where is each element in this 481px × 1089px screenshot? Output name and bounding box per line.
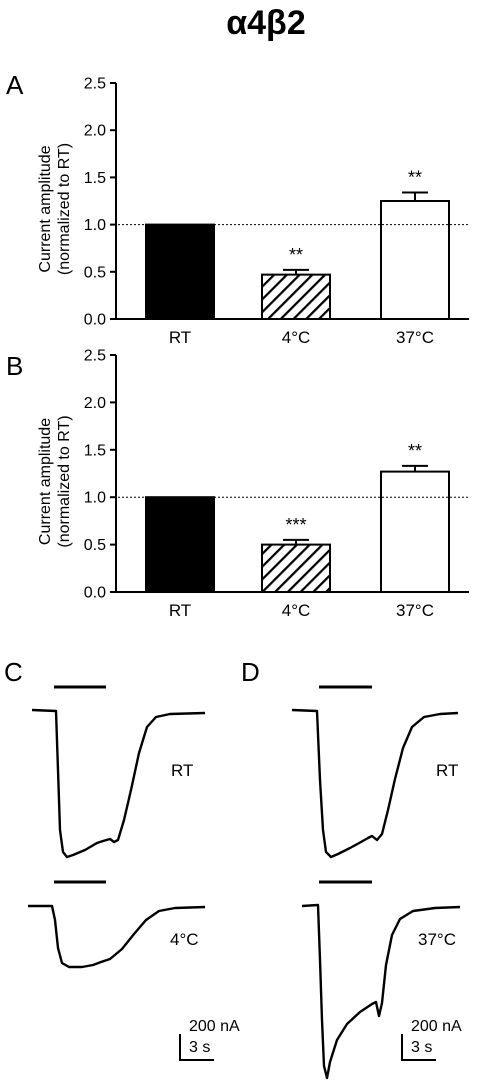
bar-b-3 xyxy=(380,470,450,594)
y-axis-label-line1-b: Current amplitude xyxy=(37,418,54,545)
y-axis-label-a: Current amplitude (normalized to RT) xyxy=(37,143,73,275)
y-tick-label-b: 2.5 xyxy=(84,348,106,365)
current-trace-d-warm xyxy=(301,903,461,1080)
y-tick-label-b: 1.5 xyxy=(84,442,106,459)
scale-label-current-c: 200 nA xyxy=(189,1018,240,1035)
y-tick-label-b: 2.0 xyxy=(84,395,106,412)
scale-label-current-d: 200 nA xyxy=(411,1018,462,1035)
category-label-b-1: RT xyxy=(169,601,191,620)
trace-label-c-rt: RT xyxy=(171,761,193,780)
y-tick-label-b: 0.5 xyxy=(84,537,106,554)
panel-letter-b: B xyxy=(6,351,23,381)
scale-bar-d xyxy=(401,1034,436,1061)
panel-letter-c: C xyxy=(4,657,23,687)
y-axis-label-line2-a: (normalized to RT) xyxy=(56,143,73,275)
y-tick-label-a: 0.5 xyxy=(84,264,106,281)
y-tick-label-a: 2.0 xyxy=(84,123,106,140)
scale-label-time-d: 3 s xyxy=(411,1039,432,1056)
bar-b-2 xyxy=(261,543,331,593)
current-trace-c-rt xyxy=(31,708,206,859)
current-trace-c-cold xyxy=(28,904,206,969)
bar-a-1 xyxy=(145,223,215,321)
y-tick-label-b: 1.0 xyxy=(84,490,106,507)
bar-a-2 xyxy=(261,273,331,320)
trace-label-d-warm: 37°C xyxy=(418,930,456,949)
scale-label-time-c: 3 s xyxy=(189,1039,210,1056)
category-label-a-3: 37°C xyxy=(396,328,434,347)
y-tick-label-a: 2.5 xyxy=(84,76,106,93)
current-trace-d-rt xyxy=(291,708,459,859)
bar-chart-a: 0.0 0.5 1.0 1.5 2.0 2.5 Current amplitude (norm… xyxy=(37,76,469,347)
panel-letter-a: A xyxy=(6,70,24,100)
panel-letter-d: D xyxy=(241,657,260,687)
y-tick-label-a: 1.5 xyxy=(84,170,106,187)
significance-a-3: ** xyxy=(408,168,422,188)
category-label-a-2: 4°C xyxy=(282,328,311,347)
category-label-a-1: RT xyxy=(169,328,191,347)
trace-label-d-rt: RT xyxy=(436,761,458,780)
y-tick-label-a: 1.0 xyxy=(84,217,106,234)
scale-bar-c xyxy=(179,1034,214,1061)
category-label-b-3: 37°C xyxy=(396,601,434,620)
y-tick-label-a: 0.0 xyxy=(84,312,106,329)
panel-d-traces: RT 37°C 200 nA 3 s xyxy=(291,685,462,1080)
figure-title: α4β2 xyxy=(226,4,305,42)
y-axis-label-line1-a: Current amplitude xyxy=(37,145,54,272)
significance-a-2: ** xyxy=(289,245,303,265)
bar-a-3 xyxy=(380,200,450,320)
bar-b-1 xyxy=(145,496,215,594)
y-axis-label-b: Current amplitude (normalized to RT) xyxy=(37,415,73,547)
y-tick-label-b: 0.0 xyxy=(84,585,106,602)
bar-chart-b: 0.0 0.5 1.0 1.5 2.0 2.5 Current amplitude (norm… xyxy=(37,348,469,620)
significance-b-2: *** xyxy=(285,515,306,535)
y-axis-label-line2-b: (normalized to RT) xyxy=(56,415,73,547)
category-label-b-2: 4°C xyxy=(282,601,311,620)
significance-b-3: ** xyxy=(408,441,422,461)
panel-c-traces: RT 4°C 200 nA 3 s xyxy=(28,685,240,1061)
trace-label-c-cold: 4°C xyxy=(170,930,199,949)
